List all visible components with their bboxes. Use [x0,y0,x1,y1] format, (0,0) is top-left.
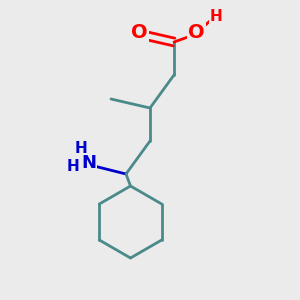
Text: N: N [81,154,96,172]
Text: H: H [210,9,222,24]
Text: O: O [131,23,148,43]
Text: H: H [75,141,87,156]
Text: H: H [67,159,80,174]
Text: O: O [188,23,205,43]
